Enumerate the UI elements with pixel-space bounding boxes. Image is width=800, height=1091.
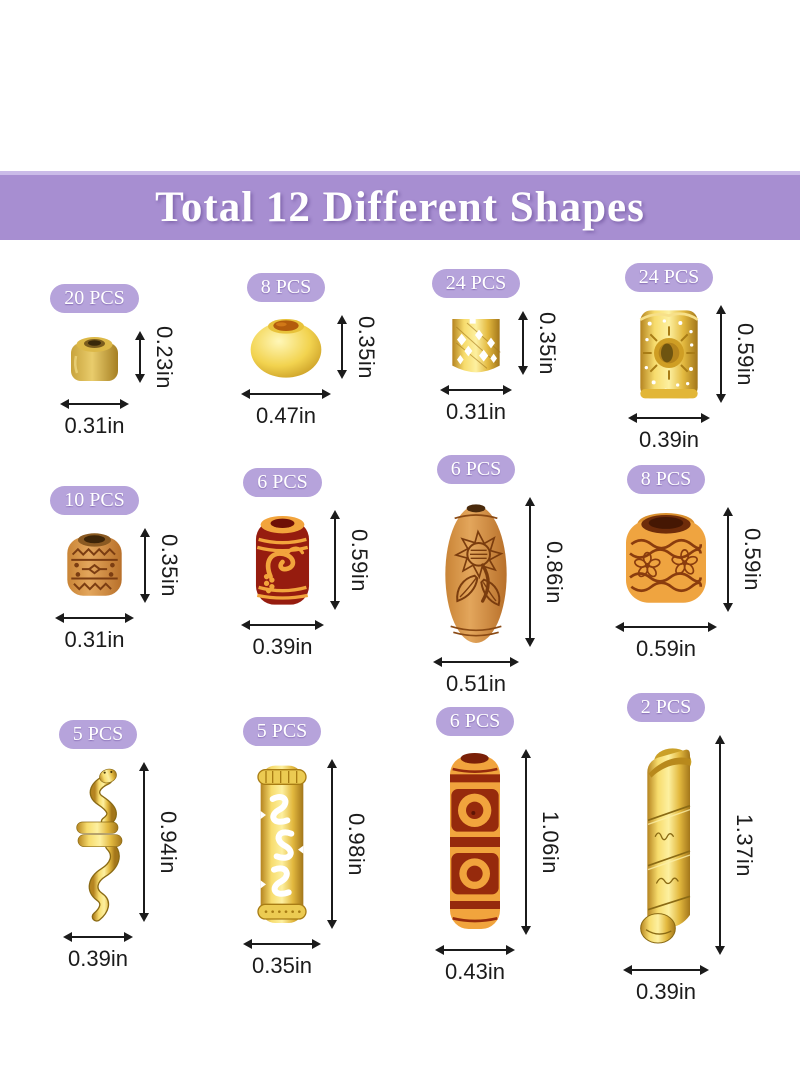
height-label: 0.35in <box>535 311 560 375</box>
bead-item-4: 24 PCS <box>624 263 758 453</box>
height-dimension-arrow <box>327 759 337 929</box>
count-badge: 2 PCS <box>626 693 706 722</box>
count-badge: 24 PCS <box>431 269 521 298</box>
height-dimension-arrow <box>723 507 733 612</box>
count-badge: 5 PCS <box>58 720 138 749</box>
height-label: 0.98in <box>344 812 369 876</box>
width-dimension-arrow <box>440 385 512 395</box>
width-label: 0.43in <box>445 959 505 984</box>
height-label: 0.86in <box>542 540 567 604</box>
bead-item-11: 6 PCS <box>435 707 563 985</box>
gold-spiral-wrap-cuff-icon <box>630 735 702 955</box>
height-dimension-arrow <box>525 497 535 647</box>
title-banner: Total 12 Different Shapes <box>0 171 800 240</box>
bead-item-5: 10 PCS 0.35in <box>50 486 182 653</box>
count-badge: 5 PCS <box>242 717 322 746</box>
height-dimension-arrow <box>715 735 725 955</box>
width-dimension-arrow <box>241 389 331 399</box>
width-label: 0.39in <box>252 634 313 659</box>
width-dimension-arrow <box>60 398 129 409</box>
bead-item-1: 20 PCS 0.23in 0.31in <box>50 284 177 439</box>
count-badge: 10 PCS <box>50 486 139 515</box>
page-title: Total 12 Different Shapes <box>155 184 645 231</box>
height-label: 0.59in <box>347 528 372 592</box>
gold-snake-charm-icon <box>70 762 126 922</box>
width-label: 0.39in <box>639 427 699 452</box>
width-label: 0.51in <box>446 671 506 696</box>
width-label: 0.31in <box>64 412 125 438</box>
width-label: 0.39in <box>68 946 128 971</box>
red-swirl-barrel-bead-icon <box>248 510 317 610</box>
height-dimension-arrow <box>140 528 150 603</box>
width-dimension-arrow <box>623 965 709 975</box>
bead-item-12: 2 PCS <box>623 693 757 1005</box>
gold-round-bead-icon <box>248 315 324 379</box>
height-label: 1.37in <box>732 813 757 877</box>
width-label: 0.59in <box>636 636 696 661</box>
bead-item-3: 24 PCS 0.35in 0.31in <box>431 269 560 425</box>
width-label: 0.31in <box>446 399 506 424</box>
bead-item-6: 6 PCS 0.59in 0.39in <box>241 468 372 660</box>
bead-item-10: 5 PCS 0.98in <box>242 717 369 979</box>
height-label: 0.59in <box>733 322 758 386</box>
count-badge: 6 PCS <box>436 455 516 484</box>
height-dimension-arrow <box>337 315 347 379</box>
width-dimension-arrow <box>63 932 133 942</box>
bead-item-8: 8 PCS <box>615 465 765 662</box>
bead-item-7: 6 PCS <box>433 455 567 697</box>
height-label: 0.35in <box>157 534 182 597</box>
wooden-flower-oval-bead-icon <box>440 497 512 647</box>
width-dimension-arrow <box>241 620 324 630</box>
bead-item-9: 5 PCS 0.94 <box>58 720 181 972</box>
width-label: 0.35in <box>252 953 312 978</box>
height-label: 0.23in <box>152 326 177 389</box>
height-dimension-arrow <box>330 510 340 610</box>
width-dimension-arrow <box>435 945 515 955</box>
width-dimension-arrow <box>55 613 134 623</box>
count-badge: 8 PCS <box>626 465 706 494</box>
width-dimension-arrow <box>628 413 710 423</box>
gold-ornate-tube-bead-icon <box>250 759 314 929</box>
bead-item-2: 8 PCS 0.35in 0.47in <box>241 273 379 429</box>
count-badge: 6 PCS <box>435 707 515 736</box>
orange-dzi-tube-bead-icon <box>442 749 508 935</box>
count-badge: 20 PCS <box>50 284 139 313</box>
height-dimension-arrow <box>135 331 145 384</box>
width-label: 0.47in <box>256 403 316 428</box>
count-badge: 6 PCS <box>243 468 322 497</box>
gold-cube-bead-icon <box>67 331 122 383</box>
width-dimension-arrow <box>433 657 519 667</box>
height-label: 0.94in <box>156 810 181 874</box>
height-dimension-arrow <box>521 749 531 935</box>
height-label: 0.35in <box>354 315 379 379</box>
height-dimension-arrow <box>518 311 528 375</box>
orange-flower-barrel-bead-icon <box>622 507 710 612</box>
count-badge: 24 PCS <box>624 263 714 292</box>
gold-filigree-cuff-icon <box>447 311 505 375</box>
gold-filigree-cylinder-icon <box>635 305 703 403</box>
width-dimension-arrow <box>243 939 321 949</box>
width-label: 0.31in <box>64 627 125 652</box>
height-dimension-arrow <box>139 762 149 922</box>
height-label: 0.59in <box>740 528 765 591</box>
height-dimension-arrow <box>716 305 726 403</box>
height-label: 1.06in <box>538 810 563 874</box>
wooden-tribal-barrel-bead-icon <box>62 528 127 603</box>
count-badge: 8 PCS <box>246 273 326 302</box>
width-label: 0.39in <box>636 979 696 1004</box>
width-dimension-arrow <box>615 622 717 632</box>
